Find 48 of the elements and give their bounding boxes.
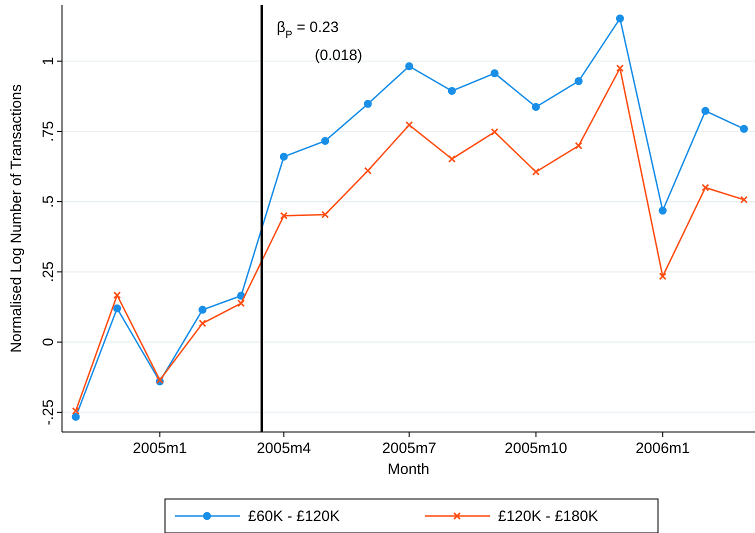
legend-label: £120K - £180K: [498, 508, 598, 525]
point: [72, 412, 80, 421]
point: [321, 210, 329, 218]
point: [740, 124, 748, 133]
point: [740, 196, 748, 204]
point: [490, 69, 499, 78]
y-tick-label: .75: [40, 120, 57, 142]
point: [448, 86, 456, 95]
point: [72, 407, 80, 415]
x-tick-label: 2005m7: [382, 440, 436, 457]
point: [198, 306, 207, 314]
point: [532, 102, 540, 111]
y-tick-label: 1: [40, 57, 57, 66]
point: [616, 64, 624, 72]
x-tick-label: 2005m1: [132, 440, 187, 457]
point: [364, 100, 372, 108]
x-tick-label: 2005m4: [256, 440, 311, 457]
point: [237, 300, 245, 308]
point: [490, 128, 498, 136]
x-axis-title: Month: [388, 461, 430, 478]
point: [574, 142, 582, 150]
point: [364, 166, 372, 175]
y-tick-label: .25: [40, 261, 57, 282]
y-axis-title: Normalised Log Number of Transactions: [8, 84, 25, 353]
y-tick-label: 0: [40, 338, 57, 346]
point: [701, 106, 710, 115]
point: [616, 14, 624, 22]
point: [405, 62, 414, 70]
point: [702, 184, 710, 192]
y-tick-label: -.25: [40, 399, 57, 426]
point: [321, 136, 330, 145]
point: [405, 121, 413, 129]
point: [658, 206, 667, 215]
point: [574, 77, 583, 86]
point: [280, 212, 288, 220]
x-tick-label: 2005m10: [504, 440, 568, 457]
point: [280, 152, 288, 161]
annotation: (0.018): [314, 47, 362, 64]
legend-label: £60K - £120K: [248, 508, 340, 525]
x-tick-label: 2006m1: [636, 440, 690, 457]
point: [113, 291, 121, 299]
point: [113, 304, 122, 312]
point: [658, 272, 666, 280]
annotation: β$_{P}$ = 0.23: [276, 19, 339, 41]
y-tick-label: .5: [40, 195, 57, 208]
point: [448, 155, 456, 163]
point: [198, 319, 206, 328]
point: [532, 168, 540, 176]
